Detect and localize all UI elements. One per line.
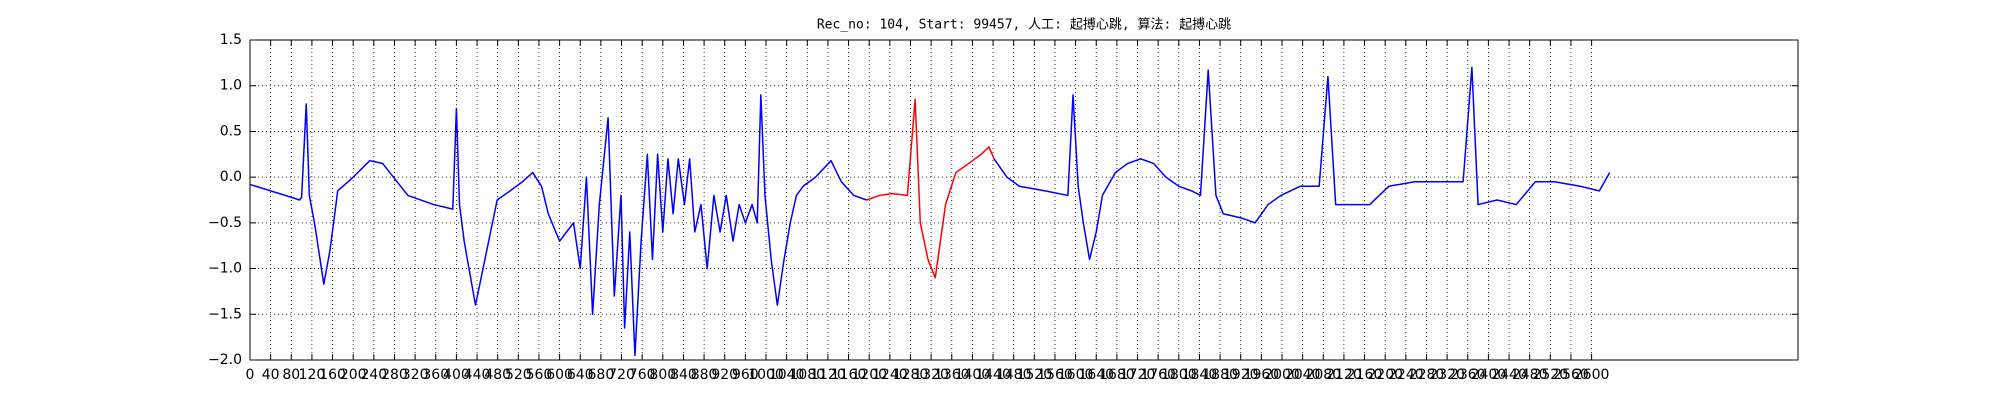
x-tick-label: 2480 [1512,367,1548,383]
x-tick-label: 880 [691,367,718,383]
x-tick-label: 1040 [769,367,805,383]
y-tick-label: 0.0 [220,169,242,185]
x-tick-label: 1800 [1161,367,1197,383]
x-tick-label: 840 [670,367,697,383]
x-tick-label: 2560 [1553,367,1589,383]
x-tick-label: 1360 [934,367,970,383]
x-tick-label: 960 [732,367,759,383]
y-tick-label: 0.5 [220,123,242,139]
x-tick-label: 2000 [1264,367,1300,383]
x-tick-label: 240 [360,367,387,383]
x-tick-label: 1640 [1078,367,1114,383]
x-tick-label: 2240 [1388,367,1424,383]
x-tick-label: 2160 [1347,367,1383,383]
x-tick-label: 1680 [1099,367,1135,383]
x-tick-label: 2120 [1326,367,1362,383]
y-tick-label: −1.0 [208,261,242,277]
chart-title: Rec_no: 104, Start: 99457, 人工: 起搏心跳, 算法:… [817,17,1231,33]
y-tick-label: 1.0 [220,78,242,94]
x-tick-label: 120 [299,367,326,383]
x-tick-label: 200 [340,367,367,383]
x-tick-label: 1120 [810,367,846,383]
x-tick-label: 1960 [1244,367,1280,383]
x-tick-label: 480 [484,367,511,383]
x-tick-label: 1080 [789,367,825,383]
x-tick-label: 680 [588,367,615,383]
x-tick-label: 400 [443,367,470,383]
x-tick-label: 2040 [1285,367,1321,383]
y-tick-label: −1.5 [208,306,242,322]
ecg-line [249,66,1611,357]
y-tick-label: 1.5 [220,32,242,48]
x-tick-label: 720 [608,367,635,383]
x-tick-label: 2600 [1574,367,1610,383]
x-tick-label: 1440 [975,367,1011,383]
x-tick-label: 1560 [1037,367,1073,383]
x-tick-label: 1760 [1140,367,1176,383]
x-tick-label: 2200 [1367,367,1403,383]
x-tick-label: 440 [464,367,491,383]
x-tick-label: 360 [422,367,449,383]
x-tick-label: 2520 [1532,367,1568,383]
ecg-line [866,98,995,279]
x-tick-label: 560 [526,367,553,383]
x-tick-label: 520 [505,367,532,383]
x-tick-label: 1000 [748,367,784,383]
x-tick-label: 2280 [1409,367,1445,383]
x-tick-label: 1600 [1058,367,1094,383]
x-tick-label: 600 [546,367,573,383]
x-tick-label: 1320 [913,367,949,383]
x-tick-label: 1160 [831,367,867,383]
x-tick-label: 1920 [1223,367,1259,383]
x-tick-label: 1240 [872,367,908,383]
x-tick-label: 160 [319,367,346,383]
x-tick-label: 760 [629,367,656,383]
x-tick-label: 2440 [1491,367,1527,383]
plot-frame [249,39,1799,361]
x-tick-label: 280 [381,367,408,383]
x-tick-label: 1200 [851,367,887,383]
x-tick-label: 80 [282,367,300,383]
x-tick-label: 1880 [1202,367,1238,383]
x-tick-label: 40 [262,367,280,383]
x-tick-label: 2320 [1429,367,1465,383]
x-tick-label: 1720 [1120,367,1156,383]
x-tick-label: 1480 [996,367,1032,383]
y-tick-label: −2.0 [208,352,242,368]
x-tick-label: 800 [649,367,676,383]
x-tick-label: 1280 [893,367,929,383]
x-tick-label: 1840 [1182,367,1218,383]
x-tick-label: 320 [402,367,429,383]
x-tick-label: 1520 [1016,367,1052,383]
x-tick-label: 640 [567,367,594,383]
x-tick-label: 920 [711,367,738,383]
x-tick-label: 0 [246,367,255,383]
x-tick-label: 2080 [1305,367,1341,383]
y-tick-label: −0.5 [208,215,242,231]
x-tick-label: 1400 [955,367,991,383]
x-tick-label: 2360 [1450,367,1486,383]
x-tick-label: 2400 [1471,367,1507,383]
